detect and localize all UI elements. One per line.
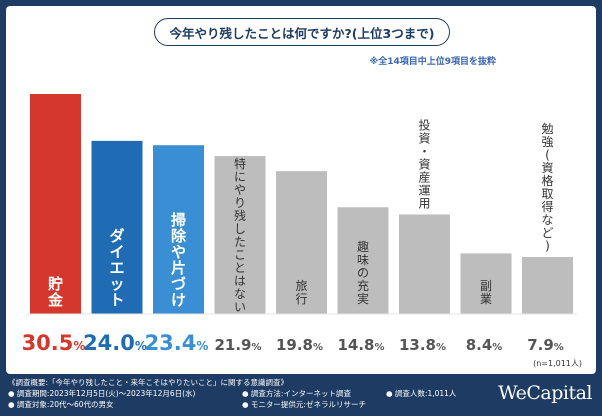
footer-period: ● 調査期間:2023年12月5日(火)〜2023年12月6日(水) xyxy=(8,389,196,398)
value-label-7: 13.8% xyxy=(399,336,446,354)
bar-2 xyxy=(91,140,143,314)
category-label-1: 貯金 xyxy=(47,275,64,309)
bar-chart: 貯金 30.5% ダイエット 24.0% 掃除や片づけ 23.4% 特にやり残したことはない… xyxy=(22,94,577,355)
category-label-9: 勉強(資格取得など) xyxy=(541,122,553,253)
bar-1 xyxy=(30,94,81,314)
category-label-4: 特にやり残したことはない xyxy=(234,156,246,314)
footer-count: ● 調査人数:1,011人 xyxy=(386,389,457,398)
bar-3 xyxy=(153,145,204,314)
value-label-9: 7.9% xyxy=(527,336,564,354)
bar-8 xyxy=(460,253,512,314)
footer-overview: 《調査概要:「今年やり残したこと・来年こそはやりたいこと」に関する意識調査》 xyxy=(8,378,289,387)
bar-4 xyxy=(214,156,266,314)
bar-9 xyxy=(522,257,573,314)
value-label-2: 24.0% xyxy=(83,331,147,355)
value-label-1: 30.5% xyxy=(22,331,86,355)
value-label-8: 8.4% xyxy=(466,336,503,354)
chart-subtitle: ※全14項目中上位9項目を抜粋 xyxy=(369,57,496,67)
footer-monitor: ● モニター提供元:ゼネラルリサーチ xyxy=(242,400,366,409)
footer-method: ● 調査方法:インターネット調査 xyxy=(242,389,351,398)
category-label-3: 掃除や片づけ xyxy=(171,211,187,309)
value-label-4: 21.9% xyxy=(214,336,261,354)
category-label-6: 趣味の充実 xyxy=(357,239,369,306)
category-label-7: 投資・資産運用 xyxy=(418,117,430,210)
bar-6 xyxy=(337,207,389,314)
survey-footer: 《調査概要:「今年やり残したこと・来年こそはやりたいこと」に関する意識調査》 ●… xyxy=(8,378,594,412)
category-label-5: 旅行 xyxy=(295,279,307,306)
sample-size-label: (n=1,011人) xyxy=(533,359,582,368)
footer-target: ● 調査対象:20代〜60代の男女 xyxy=(8,400,114,409)
value-label-6: 14.8% xyxy=(337,336,384,354)
wecapital-logo: WeCapital xyxy=(498,382,592,404)
bar-5 xyxy=(276,171,327,314)
chart-title: 今年やり残したことは何ですか?(上位3つまで) xyxy=(154,18,450,46)
category-label-2: ダイエット xyxy=(109,227,124,309)
value-label-5: 19.8% xyxy=(276,336,323,354)
value-label-3: 23.4% xyxy=(145,331,209,355)
bar-7 xyxy=(399,214,450,314)
category-label-8: 副業 xyxy=(480,279,492,306)
chart-card: 今年やり残したことは何ですか?(上位3つまで) ※全14項目中上位9項目を抜粋 … xyxy=(6,6,596,374)
